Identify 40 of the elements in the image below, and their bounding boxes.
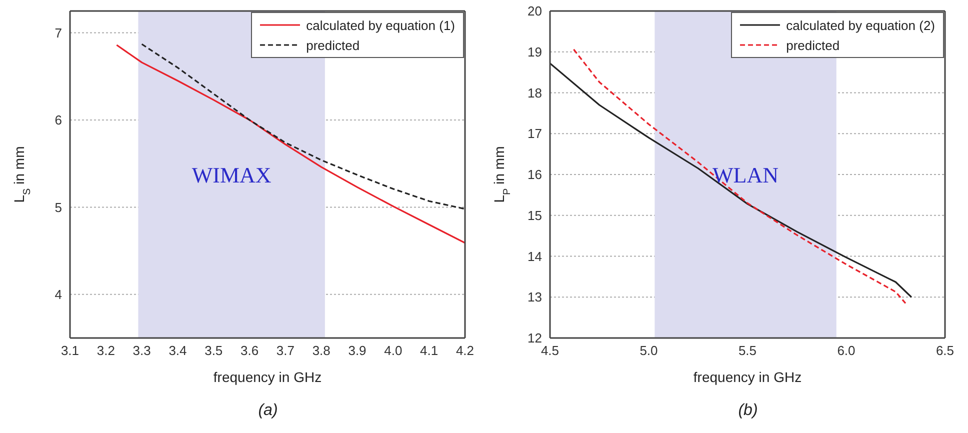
y-tick-label: 5 — [54, 200, 62, 215]
x-tick-label: 3.8 — [312, 343, 330, 358]
x-tick-label: 3.9 — [348, 343, 366, 358]
band-label: WLAN — [712, 162, 779, 188]
x-axis-title: frequency in GHz — [213, 369, 322, 385]
x-tick-label: 3.4 — [168, 343, 187, 358]
x-tick-label: 3.7 — [276, 343, 294, 358]
y-tick-label: 13 — [528, 290, 542, 305]
y-tick-label: 19 — [528, 44, 542, 60]
x-tick-label: 5.5 — [738, 343, 757, 358]
y-tick-label: 6 — [54, 112, 62, 128]
x-tick-label: 4.0 — [384, 343, 402, 358]
y-tick-label: 7 — [54, 25, 62, 40]
y-tick-label: 15 — [528, 208, 542, 223]
x-tick-label: 3.1 — [60, 343, 80, 358]
y-tick-label: 12 — [528, 330, 542, 346]
x-tick-label: 4.1 — [420, 343, 438, 358]
band-label: WIMAX — [192, 162, 272, 188]
legend-label: predicted — [786, 38, 840, 52]
text: (a) — [257, 402, 279, 420]
x-tick-label: 6.0 — [837, 343, 856, 358]
x-tick-label: 6.5 — [936, 343, 954, 358]
x-tick-label: 3.3 — [132, 343, 151, 358]
legend-label: calculated by equation (1) — [306, 18, 455, 32]
y-tick-label: 4 — [54, 287, 62, 302]
text: (b) — [737, 402, 759, 420]
y-tick-label: 14 — [528, 248, 542, 264]
x-tick-label: 4.2 — [456, 343, 474, 358]
x-tick-label: 3.6 — [240, 343, 259, 358]
x-tick-label: 4.5 — [540, 343, 560, 358]
x-tick-label: 3.5 — [204, 343, 223, 358]
y-tick-label: 17 — [528, 126, 542, 142]
x-axis-title: frequency in GHz — [693, 369, 802, 385]
x-tick-label: 5.0 — [640, 343, 658, 358]
x-tick-label: 3.2 — [96, 343, 115, 358]
y-tick-label: 18 — [528, 85, 542, 100]
legend-label: predicted — [306, 38, 360, 52]
legend-label: calculated by equation (2) — [786, 18, 935, 32]
y-tick-label: 16 — [528, 167, 542, 182]
y-tick-label: 20 — [528, 4, 542, 19]
